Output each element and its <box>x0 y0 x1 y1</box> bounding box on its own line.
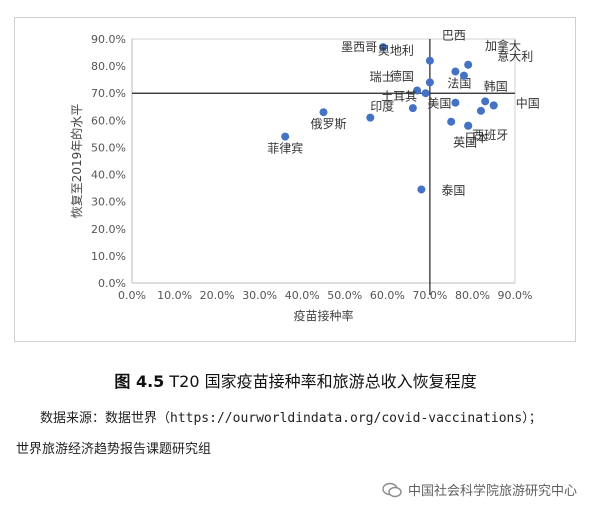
point-label: 美国 <box>427 97 451 111</box>
scatter-chart: 0.0% 10.0% 20.0% 30.0% 40.0% 50.0% 60.0% 70.0% 8… <box>69 29 540 323</box>
chart-frame: 0.0% 10.0% 20.0% 30.0% 40.0% 50.0% 60.0% 70.0% 8… <box>14 17 576 342</box>
x-tick-label: 10.0% <box>157 289 192 302</box>
point-label: 韩国 <box>484 78 508 93</box>
caption-text: T20 国家疫苗接种率和旅游总收入恢复程度 <box>164 372 477 391</box>
point-label: 墨西哥 <box>341 40 377 54</box>
point-label: 菲律宾 <box>267 141 303 156</box>
data-point <box>421 89 430 98</box>
point-label: 土耳其 <box>381 90 417 104</box>
y-tick-label: 30.0% <box>91 196 126 209</box>
data-point <box>281 132 290 141</box>
point-label: 瑞士 <box>370 70 394 84</box>
watermark: 中国社会科学院旅游研究中心 <box>382 480 577 499</box>
y-tick-label: 90.0% <box>91 33 126 46</box>
y-tick-label: 40.0% <box>91 169 126 182</box>
point-label: 日本 <box>464 131 488 145</box>
source-line-2: 世界旅游经济趋势报告课题研究组 <box>16 442 212 457</box>
x-tick-label: 20.0% <box>200 289 235 302</box>
x-tick-label: 30.0% <box>242 289 277 302</box>
data-point <box>464 60 473 69</box>
data-point <box>459 71 468 80</box>
y-tick-label: 60.0% <box>91 114 126 127</box>
y-tick-label: 0.0% <box>98 277 126 290</box>
data-point <box>476 106 485 115</box>
source-line-1: 数据来源：数据世界（https://ourworldindata.org/cov… <box>40 411 542 426</box>
wechat-logo-icon <box>382 482 402 497</box>
caption-number: 图 4.5 <box>114 372 165 391</box>
point-label: 奥地利 <box>378 44 414 58</box>
y-tick-label: 70.0% <box>91 87 126 100</box>
point-label: 俄罗斯 <box>310 117 346 131</box>
data-point <box>425 56 434 65</box>
watermark-text: 中国社会科学院旅游研究中心 <box>407 484 577 499</box>
y-axis-label: 恢复至2019年的水平 <box>69 104 84 219</box>
y-tick-label: 50.0% <box>91 141 126 154</box>
data-point <box>464 121 473 130</box>
data-point <box>447 117 456 126</box>
point-label: 印度 <box>370 99 394 114</box>
data-point <box>489 101 498 110</box>
point-label: 泰国 <box>441 183 465 197</box>
data-point <box>451 98 460 107</box>
x-axis-label: 疫苗接种率 <box>293 308 353 323</box>
point-label: 中国 <box>516 95 540 110</box>
y-tick-label: 20.0% <box>91 223 126 236</box>
data-point <box>425 78 434 87</box>
data-point <box>451 67 460 76</box>
point-label: 英国 <box>453 136 477 150</box>
point-label: 巴西 <box>442 29 466 43</box>
data-point <box>366 113 375 122</box>
data-point <box>413 86 422 95</box>
x-tick-label: 80.0% <box>455 289 490 302</box>
point-label: 西班牙 <box>472 128 508 142</box>
figure-caption: 图 4.5 T20 国家疫苗接种率和旅游总收入恢复程度 <box>0 368 591 392</box>
data-point <box>481 97 490 106</box>
point-label: 法国 <box>447 77 471 91</box>
x-tick-label: 40.0% <box>285 289 320 302</box>
x-tick-label: 90.0% <box>498 289 533 302</box>
point-label: 德国 <box>390 68 414 83</box>
x-tick-label: 50.0% <box>327 289 362 302</box>
y-tick-label: 80.0% <box>91 60 126 73</box>
data-point <box>408 104 417 113</box>
data-point <box>379 43 388 52</box>
y-tick-label: 10.0% <box>91 250 126 263</box>
x-tick-label: 0.0% <box>118 289 146 302</box>
x-tick-label: 70.0% <box>412 289 447 302</box>
point-label: 意大利 <box>497 48 533 63</box>
point-label: 加拿大 <box>485 38 521 53</box>
x-tick-label: 60.0% <box>370 289 405 302</box>
data-point <box>319 108 328 117</box>
data-point <box>417 185 426 194</box>
